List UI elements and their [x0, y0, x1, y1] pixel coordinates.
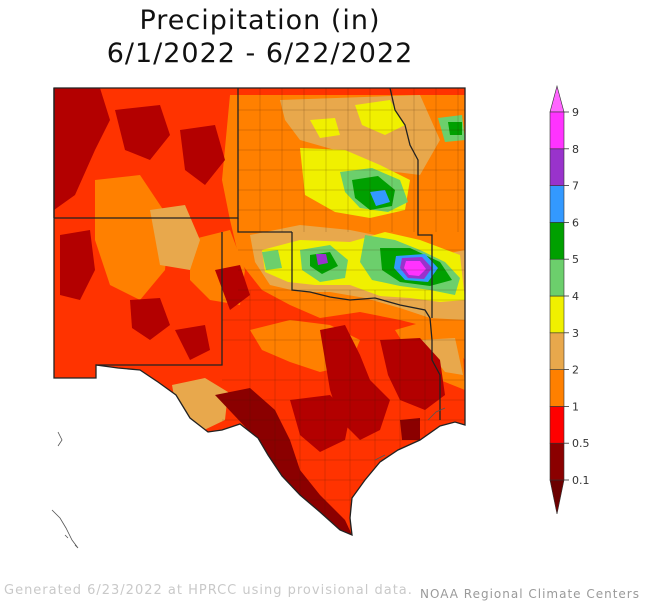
state-borders	[53, 87, 466, 537]
legend-tick-label: 9	[572, 106, 579, 119]
credit-text: NOAA Regional Climate Centers	[420, 587, 640, 601]
legend-tick-label: 6	[572, 216, 579, 229]
legend-bin	[549, 111, 565, 150]
legend-tick-label: 8	[572, 143, 579, 156]
precip-field	[54, 88, 465, 535]
legend-bin	[549, 148, 565, 186]
legend-bins	[549, 84, 565, 515]
title-line-1: Precipitation (in)	[139, 5, 381, 36]
legend-ticks: 0.1 0.5 1 2 3 4 5 6 7 8 9	[564, 106, 590, 487]
legend-bin	[549, 222, 565, 260]
legend-low-arrow	[549, 479, 565, 515]
legend-bin	[549, 295, 565, 334]
map-title: Precipitation (in) 6/1/2022 - 6/22/2022	[0, 4, 520, 70]
legend-bin	[549, 258, 565, 297]
legend-bin	[549, 442, 565, 481]
legend-bin	[549, 369, 565, 407]
legend-bin	[549, 332, 565, 370]
generated-note: Generated 6/23/2022 at HPRCC using provi…	[4, 583, 413, 598]
legend-tick-label: 0.5	[572, 437, 590, 450]
county-grid	[222, 88, 465, 535]
title-date-range: 6/1/2022 - 6/22/2022	[106, 38, 414, 69]
legend-tick-label: 4	[572, 290, 579, 303]
legend-tick-label: 2	[572, 364, 579, 377]
coastline-fragments	[51, 407, 446, 549]
legend-tick-label: 0.1	[572, 474, 590, 487]
legend-high-arrow	[549, 84, 565, 113]
legend-tick-label: 1	[572, 400, 579, 413]
legend-tick-label: 7	[572, 180, 579, 193]
legend-tick-label: 5	[572, 253, 579, 266]
legend-bin	[549, 185, 565, 223]
legend-bin	[549, 406, 565, 444]
legend-tick-label: 3	[572, 327, 579, 340]
